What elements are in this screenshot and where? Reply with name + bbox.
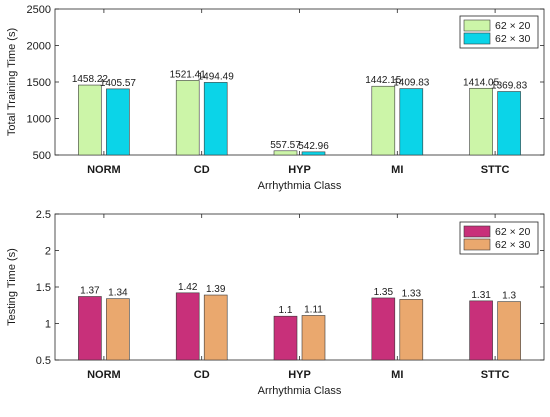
bar [78,296,102,361]
bar [273,150,298,156]
y-tick-label: 1.5 [36,282,51,294]
y-axis-label: Testing Time (s) [6,248,18,326]
bar [469,300,493,361]
data-label: 1.37 [80,285,100,296]
bar [106,298,130,361]
y-tick-label: 2 [45,246,51,258]
category-label: MI [391,164,403,176]
category-label: MI [391,369,403,381]
chart-panel-1: 500 1000 1500 2000 2500 1458.22 1521.41 557.57 1… [6,4,545,192]
y-tick-label: 0.5 [36,355,51,367]
legend-label: 62 × 20 [495,20,530,32]
data-label: 1.3 [502,291,516,302]
data-label: 1.31 [471,290,491,301]
data-label: 1.34 [108,288,128,299]
bar [399,299,424,361]
bar [469,87,493,156]
category-label: NORM [87,164,121,176]
x-axis-label: Arrhythmia Class [258,385,342,397]
data-label: 542.96 [298,141,329,152]
y-tick-label: 1000 [27,114,51,126]
y-tick-label: 1 [45,319,51,331]
chart-panel-2: 0.5 1 1.5 2 2.5 1.37 1.42 1.1 1.35 1.31 1.34 1.39 1.… [6,209,545,397]
data-label: 1.39 [206,284,226,295]
category-label: HYP [288,164,311,176]
y-tick-label: 2500 [27,4,51,16]
y-tick-label: 500 [33,150,51,162]
bar [497,91,521,156]
legend-label: 62 × 30 [495,239,530,251]
bar [301,315,326,361]
data-label: 1458.22 [72,74,109,85]
data-label: 1.11 [304,304,323,315]
data-label: 1.1 [279,305,293,316]
bar [371,85,396,156]
y-tick-label: 2.5 [36,209,51,221]
legend-label: 62 × 30 [495,33,530,45]
data-label: 557.57 [270,140,301,151]
data-label: 1414.05 [463,77,500,88]
data-label: 1.33 [402,288,422,299]
legend-swatch [463,19,491,32]
legend-label: 62 × 20 [495,226,530,238]
category-label: CD [194,369,210,381]
data-label: 1409.83 [393,78,430,89]
category-label: CD [194,164,210,176]
bar [175,80,200,156]
bar [203,294,228,361]
category-label: HYP [288,369,311,381]
bar [175,292,200,361]
bar [399,88,424,156]
data-label: 1494.49 [198,71,235,82]
data-label: 1405.57 [100,78,137,89]
x-axis-label: Arrhythmia Class [258,180,342,192]
bar [371,297,396,361]
data-label: 1521.41 [170,69,207,80]
bar [497,301,521,361]
legend-swatch [463,225,491,238]
bar [78,84,102,156]
legend-swatch [463,32,491,45]
bar [203,82,228,156]
category-label: STTC [481,164,510,176]
category-label: NORM [87,369,121,381]
data-label: 1442.15 [365,75,402,86]
y-axis-label: Total Training Time (s) [6,28,18,136]
bar [301,151,326,156]
data-label: 1.42 [178,282,198,293]
bar [273,315,298,361]
category-label: STTC [481,369,510,381]
data-label: 1.35 [374,287,394,298]
data-label: 1369.83 [491,81,528,92]
y-tick-label: 2000 [27,41,51,53]
y-tick-label: 1500 [27,77,51,89]
legend-swatch [463,238,491,251]
bar [106,88,130,156]
